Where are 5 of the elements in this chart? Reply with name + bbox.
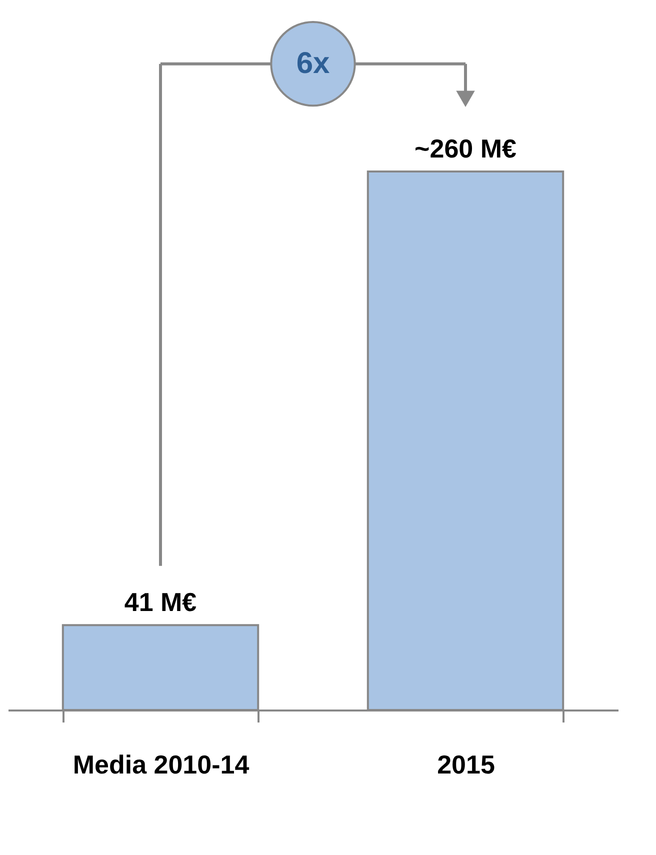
x-tick-label: 2015: [437, 750, 495, 780]
data-label: 41 M€: [124, 587, 197, 618]
x-tick-label: Media 2010-14: [72, 750, 250, 780]
data-label: ~260 M€: [414, 134, 516, 164]
text: 6x: [296, 46, 330, 80]
